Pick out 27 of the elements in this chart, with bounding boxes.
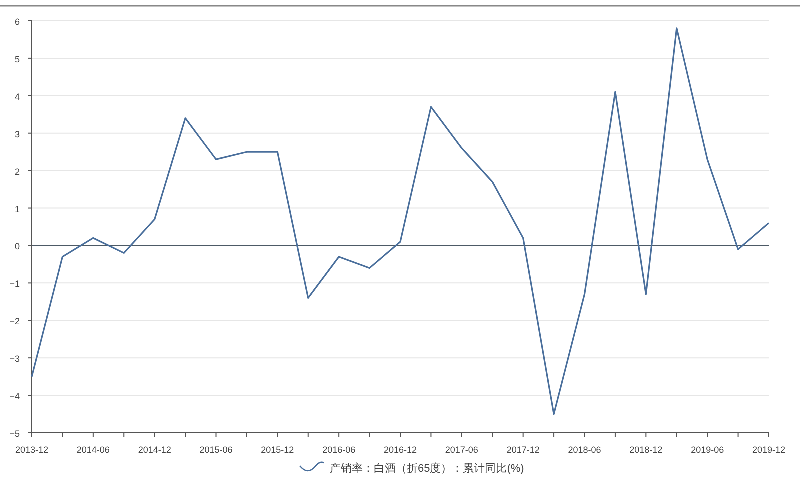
x-tick-label: 2014-06	[76, 445, 110, 455]
x-tick-label: 2013-12	[15, 445, 49, 455]
x-tick-label: 2018-12	[630, 445, 663, 455]
y-tick-label: 0	[14, 242, 20, 252]
x-tick-label: 2019-12	[752, 445, 786, 455]
y-tick-label: 2	[14, 166, 20, 177]
line-series	[31, 28, 770, 416]
x-tick-label: 2016-12	[384, 445, 418, 455]
x-tick-label: 2015-12	[261, 445, 294, 455]
y-tick-label: −2	[10, 316, 20, 327]
y-tick-label: −5	[10, 429, 20, 439]
y-tick-label: 5	[14, 54, 20, 64]
x-tick-label: 2014-12	[138, 445, 172, 455]
x-tick-label: 2015-06	[200, 445, 233, 455]
y-tick-label: 6	[14, 17, 20, 27]
y-tick-label: −4	[10, 392, 20, 402]
x-tick-label: 2018-06	[568, 445, 602, 455]
y-tick-label: 3	[14, 129, 20, 140]
x-tick-label: 2016-06	[322, 445, 356, 455]
x-tick-label: 2017-06	[445, 445, 478, 455]
y-tick-label: 1	[14, 204, 20, 214]
x-tick-label: 2017-12	[506, 445, 540, 455]
y-tick-label: 4	[14, 92, 20, 102]
y-tick-label: −1	[10, 279, 20, 290]
y-tick-label: −3	[10, 354, 20, 364]
x-tick-label: 2019-06	[691, 445, 724, 455]
legend-label: 产销率：白酒（折65度）：累计同比(%)	[330, 462, 524, 475]
